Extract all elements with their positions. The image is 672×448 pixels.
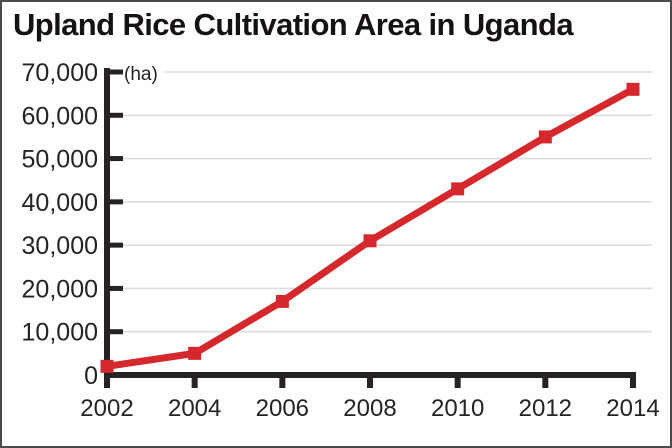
y-axis-unit-label: (ha): [124, 64, 158, 85]
x-axis-line: [104, 372, 636, 378]
y-tick: [110, 199, 123, 205]
y-tick-label: 60,000: [22, 102, 98, 130]
x-tick-label: 2012: [519, 395, 572, 422]
data-point-marker: [275, 294, 289, 308]
x-tick: [542, 378, 549, 388]
x-tick: [630, 378, 636, 388]
y-tick: [110, 156, 123, 162]
y-tick: [110, 69, 123, 75]
data-point-marker: [538, 130, 552, 144]
x-tick: [367, 378, 373, 388]
data-point-marker: [626, 82, 640, 96]
data-point-marker: [363, 234, 377, 248]
y-tick-label: 20,000: [22, 275, 98, 303]
y-tick-label: 70,000: [22, 59, 98, 87]
y-axis-line: [104, 68, 110, 388]
x-tick-label: 2014: [606, 395, 659, 422]
data-point-marker: [188, 346, 202, 360]
y-tick: [110, 242, 123, 248]
y-tick-label: 30,000: [22, 232, 98, 260]
x-tick-label: 2008: [343, 395, 396, 422]
x-tick-label: 2004: [168, 395, 221, 422]
data-point-marker: [451, 182, 465, 196]
x-tick: [104, 378, 110, 388]
x-tick: [279, 378, 286, 388]
y-tick-label: 40,000: [22, 189, 98, 217]
y-tick: [110, 329, 123, 335]
x-tick-label: 2002: [80, 395, 133, 422]
y-tick: [110, 112, 123, 118]
y-tick-label: 50,000: [22, 146, 98, 174]
x-tick: [191, 378, 198, 388]
x-tick-label: 2006: [256, 395, 309, 422]
chart-title: Upland Rice Cultivation Area in Uganda: [13, 7, 574, 42]
y-tick: [110, 285, 123, 291]
data-line: [106, 86, 635, 370]
x-tick: [454, 378, 461, 388]
y-tick-label: 10,000: [22, 319, 98, 347]
y-tick-label: 0: [84, 362, 98, 390]
x-tick-label: 2010: [431, 395, 484, 422]
data-point-marker: [100, 359, 114, 373]
